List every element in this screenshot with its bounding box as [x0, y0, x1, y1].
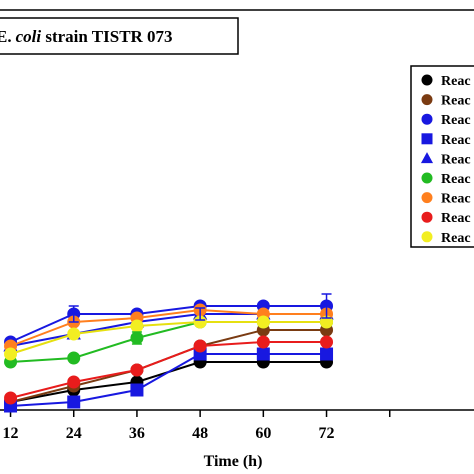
- data-point: [320, 347, 334, 361]
- legend-label: Reac: [441, 74, 471, 89]
- series-line: [10, 329, 327, 403]
- legend-box: [410, 65, 474, 248]
- error-bar: [68, 305, 79, 323]
- legend-marker: [421, 94, 433, 106]
- x-ticks: 12 24 36 48 60 72: [3, 410, 391, 442]
- x-tick-label: 24: [66, 425, 82, 442]
- error-bar: [195, 307, 206, 321]
- data-point: [67, 375, 81, 389]
- error-bar: [131, 331, 142, 345]
- series-8: [4, 315, 334, 361]
- legend-marker: [420, 152, 434, 164]
- series-line: [10, 321, 327, 355]
- x-axis-title: Time (h): [204, 453, 263, 470]
- data-point: [130, 319, 144, 333]
- data-point: [256, 347, 270, 361]
- legend-marker: [421, 211, 433, 223]
- title-box: [0, 17, 239, 55]
- data-point: [256, 315, 270, 329]
- series-line: [10, 353, 327, 407]
- series-line: [10, 308, 327, 347]
- series-layer: [3, 293, 334, 413]
- data-point: [193, 339, 207, 353]
- title-italic: coli: [16, 27, 42, 46]
- series-7: [4, 335, 334, 405]
- legend-label: Reac: [441, 152, 471, 167]
- series-line: [10, 305, 327, 343]
- data-point: [67, 327, 81, 341]
- legend-label: Reac: [441, 133, 471, 148]
- x-tick-label: 12: [3, 425, 19, 442]
- title-rest: strain TISTR 073: [41, 27, 172, 46]
- legend-label: Reac: [441, 192, 471, 207]
- legend-marker: [421, 172, 433, 184]
- legend-marker: [421, 231, 433, 243]
- data-point: [256, 335, 270, 349]
- series-0: [4, 355, 334, 409]
- x-tick-label: 72: [319, 425, 335, 442]
- legend-label: Reac: [441, 94, 471, 109]
- x-tick-label: 36: [129, 425, 145, 442]
- x-tick-label: 48: [192, 425, 208, 442]
- legend-label: Reac: [441, 211, 471, 226]
- legend: Reac Reac Reac Reac Reac Reac Reac Reac Reac: [420, 74, 471, 246]
- chart-title: E. coli strain TISTR 073: [0, 27, 173, 46]
- data-point: [4, 347, 18, 361]
- legend-label: Reac: [441, 231, 471, 246]
- data-point: [193, 315, 207, 329]
- title-prefix: E.: [0, 27, 12, 46]
- legend-marker: [421, 74, 433, 86]
- data-point: [67, 395, 81, 409]
- x-tick-label: 60: [255, 425, 271, 442]
- error-bar: [321, 293, 332, 319]
- legend-label: Reac: [441, 172, 471, 187]
- series-line: [10, 361, 327, 403]
- data-point: [130, 383, 144, 397]
- legend-marker: [421, 133, 433, 145]
- series-1: [4, 323, 334, 409]
- legend-label: Reac: [441, 113, 471, 128]
- legend-marker: [421, 113, 433, 125]
- data-point: [130, 363, 144, 377]
- legend-marker: [421, 192, 433, 204]
- data-point: [320, 335, 334, 349]
- data-point: [4, 391, 18, 405]
- data-point: [67, 351, 81, 365]
- series-line: [10, 341, 327, 399]
